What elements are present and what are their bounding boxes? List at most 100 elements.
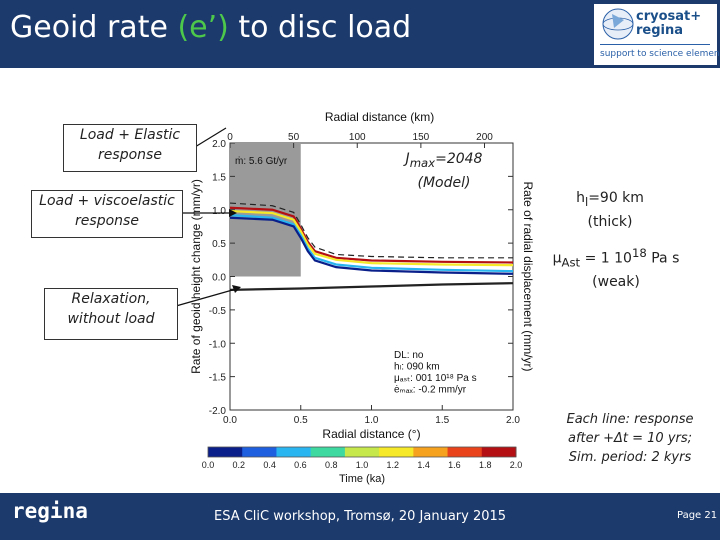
jmax-subscript: max: [409, 155, 436, 170]
title-accent: (e’): [177, 10, 229, 45]
footer-bar: regina ESA CliC workshop, Tromsø, 20 Jan…: [0, 493, 720, 540]
cryosat-logo: cryosat+ regina support to science elemen…: [594, 4, 720, 65]
right-axis-title: Rate of radial displacement (mm/yr): [521, 181, 535, 371]
colorbar-tick-label: 0.0: [202, 460, 215, 470]
colorbar-segment: [379, 447, 414, 457]
title-bar: Geoid rate (e’) to disc load cryosat+ reg…: [0, 0, 720, 68]
top-tick-label: 150: [413, 132, 430, 143]
hl-line2: (thick): [587, 213, 633, 230]
y-tick-label: 0.0: [212, 273, 226, 284]
logo-tagline: support to science element: [600, 49, 720, 59]
footer-caption: ESA CliC workshop, Tromsø, 20 January 20…: [214, 509, 507, 524]
legend-box-line: DL: no: [394, 350, 424, 361]
series-line-2: [229, 213, 514, 273]
colorbar-tick-label: 1.8: [479, 460, 492, 470]
colorbar-tick-label: 1.2: [387, 460, 400, 470]
footer-logo: regina: [12, 499, 88, 523]
legend-box-line: hₗ: 090 km: [394, 362, 440, 373]
label-relaxation: Relaxation, without load: [44, 288, 178, 340]
colorbar-segment: [242, 447, 277, 457]
y-axis-title: Rate of geoid height change (mm/yr): [189, 179, 203, 374]
top-tick-label: 100: [349, 132, 366, 143]
hl-label: hl=90 km (thick): [556, 188, 664, 232]
mu-symbol: μ: [552, 250, 562, 267]
label-elastic-line2: response: [98, 147, 162, 163]
series-line-4: [229, 202, 513, 259]
colorbar-title: Time (ka): [339, 473, 385, 485]
series-line-3: [229, 216, 514, 275]
jmax-label: Jmax=2048 (Model): [392, 149, 496, 193]
series-line-1: [229, 209, 514, 267]
mu-line2: (weak): [592, 274, 640, 291]
x-tick-label: 1.5: [435, 415, 449, 426]
colorbar-segment: [481, 447, 517, 457]
logo-divider: [600, 44, 710, 45]
pointer-relaxation-head: [232, 285, 241, 293]
hl-value: =90 km: [588, 190, 644, 206]
note-line1: Each line: response: [566, 412, 694, 427]
hl-symbol: h: [576, 190, 585, 206]
jmax-line2: (Model): [417, 174, 471, 191]
pointer-relaxation: [175, 288, 237, 307]
colorbar-tick-label: 1.0: [356, 460, 369, 470]
x-tick-label: 0.0: [223, 415, 237, 426]
logo-line2: regina: [636, 23, 684, 38]
mu-line1: μAst = 1 1018 Pa s: [546, 243, 686, 272]
label-viscoelastic-line2: response: [75, 213, 139, 229]
mu-exponent: 18: [631, 246, 647, 260]
legend-box-line: μₐₛₜ: 001 10¹⁸ Pa s: [394, 373, 477, 384]
label-elastic-line1: Load + Elastic: [79, 127, 181, 143]
top-tick-label: 200: [476, 132, 493, 143]
note-line2: after +Δt = 10 yrs;: [567, 431, 693, 446]
note-line3: Sim. period: 2 kyrs: [568, 450, 692, 465]
label-relaxation-line1: Relaxation,: [71, 291, 151, 307]
title-suffix: to disc load: [228, 10, 412, 45]
pointer-viscoelastic-head: [229, 209, 237, 217]
label-elastic: Load + Elastic response: [63, 124, 197, 172]
jmax-line1: Jmax=2048: [392, 149, 496, 173]
y-tick-label: -1.0: [209, 339, 227, 350]
y-tick-label: 1.5: [212, 172, 226, 183]
x-tick-label: 0.5: [294, 415, 308, 426]
x-tick-label: 2.0: [506, 415, 520, 426]
colorbar-tick-label: 0.8: [325, 460, 338, 470]
page-number: Page 21: [677, 510, 718, 521]
load-annotation: ṁ: 5.6 Gt/yr: [235, 156, 288, 167]
colorbar-segment: [413, 447, 449, 457]
globe-icon: [602, 8, 634, 40]
logo-name: cryosat+ regina: [636, 10, 701, 38]
colorbar-segment: [208, 447, 243, 457]
y-tick-label: 0.5: [212, 239, 226, 250]
colorbar-segment: [344, 447, 380, 457]
y-tick-label: -1.5: [209, 373, 227, 384]
note-text: Each line: response after +Δt = 10 yrs; …: [556, 410, 704, 467]
top-axis-title: Radial distance (km): [325, 110, 434, 124]
jmax-symbol: J: [405, 151, 410, 167]
label-relaxation-line2: without load: [67, 311, 155, 327]
colorbar-segment: [447, 447, 483, 457]
logo-line1: cryosat+: [636, 9, 702, 24]
top-tick-label: 0: [227, 132, 233, 143]
mu-value: = 1 10: [580, 250, 632, 267]
y-tick-label: 2.0: [212, 139, 226, 150]
title-prefix: Geoid rate: [10, 10, 178, 45]
colorbar-segment: [310, 447, 346, 457]
y-tick-label: -2.0: [209, 406, 227, 417]
label-viscoelastic: Load + viscoelastic response: [31, 190, 183, 238]
colorbar-tick-label: 0.6: [294, 460, 307, 470]
mu-label: μAst = 1 1018 Pa s (weak): [546, 243, 686, 292]
colorbar-segment: [276, 447, 312, 457]
series-line-5: [229, 282, 514, 291]
colorbar-tick-label: 2.0: [510, 460, 523, 470]
mu-unit: Pa s: [646, 250, 680, 267]
mu-subscript: Ast: [561, 255, 581, 270]
colorbar-tick-label: 1.6: [448, 460, 461, 470]
colorbar-frame: [207, 446, 517, 458]
colorbar-tick-label: 0.2: [233, 460, 246, 470]
colorbar-tick-label: 0.4: [263, 460, 276, 470]
x-axis-title: Radial distance (°): [322, 427, 420, 441]
x-tick-label: 1.0: [365, 415, 379, 426]
colorbar-tick-label: 1.4: [417, 460, 430, 470]
pointer-elastic: [194, 127, 227, 148]
